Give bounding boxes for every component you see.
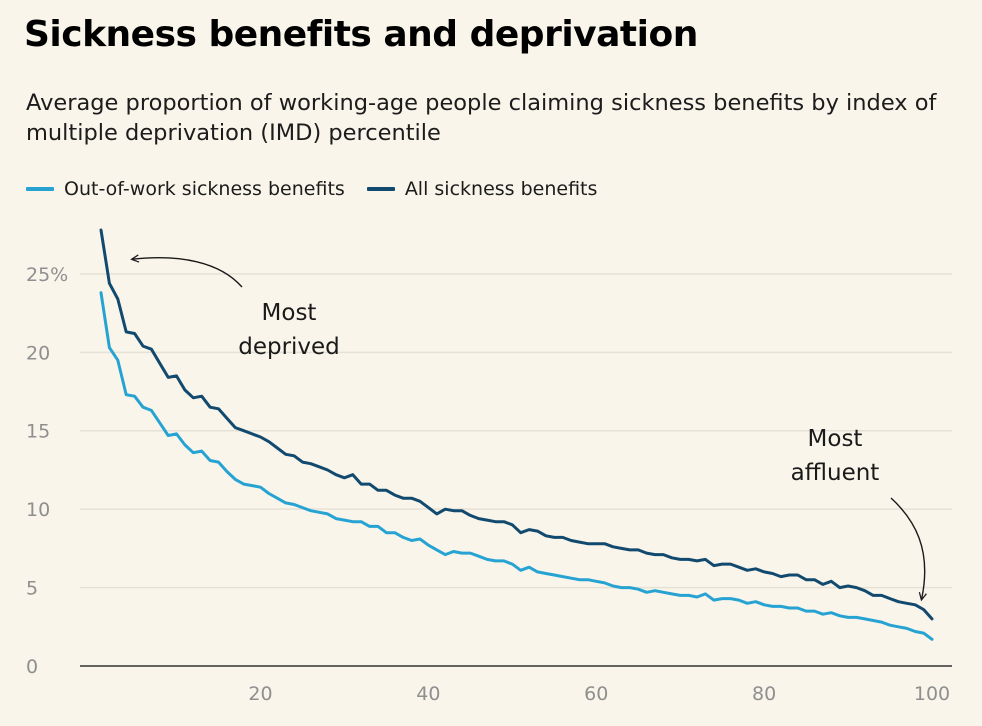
x-tick-label: 80 [752, 683, 776, 705]
series-line-all [99, 228, 934, 621]
annotation-arrow-most-affluent [890, 497, 925, 599]
x-axis-ticks: 20 40 60 80 100 [248, 683, 950, 705]
legend-item-out-of-work: Out-of-work sickness benefits [26, 178, 345, 200]
annotation-most-deprived-line1: Most [262, 300, 317, 326]
chart-title: Sickness benefits and deprivation [24, 14, 698, 55]
chart-subtitle: Average proportion of working-age people… [26, 90, 937, 146]
y-tick-label: 15 [26, 421, 50, 443]
annotation-most-affluent-line2: affluent [791, 460, 880, 486]
series-lines [99, 228, 934, 641]
gridlines [80, 273, 952, 589]
y-axis-ticks: 0 5 10 15 20 25% [26, 264, 68, 678]
annotations: Most deprived Most affluent [132, 258, 924, 599]
legend-label-out-of-work: Out-of-work sickness benefits [64, 178, 345, 200]
y-tick-label: 10 [26, 499, 50, 521]
y-tick-label: 5 [26, 578, 38, 600]
x-tick-label: 40 [416, 683, 440, 705]
y-tick-label: 0 [26, 656, 38, 678]
x-tick-label: 20 [248, 683, 272, 705]
x-tick-label: 100 [914, 683, 950, 705]
legend-swatch-all [366, 187, 395, 191]
legend: Out-of-work sickness benefits All sickne… [26, 178, 619, 200]
series-line-out-of-work [99, 291, 934, 641]
legend-label-all: All sickness benefits [404, 178, 598, 200]
annotation-most-deprived-line2: deprived [238, 334, 340, 360]
x-tick-label: 60 [584, 683, 608, 705]
y-tick-label: 20 [26, 342, 50, 364]
annotation-most-affluent-line1: Most [808, 426, 863, 452]
y-tick-label: 25% [26, 264, 68, 286]
legend-swatch-out-of-work [26, 187, 54, 191]
legend-item-all: All sickness benefits [366, 178, 598, 200]
annotation-arrow-most-deprived [132, 258, 243, 288]
